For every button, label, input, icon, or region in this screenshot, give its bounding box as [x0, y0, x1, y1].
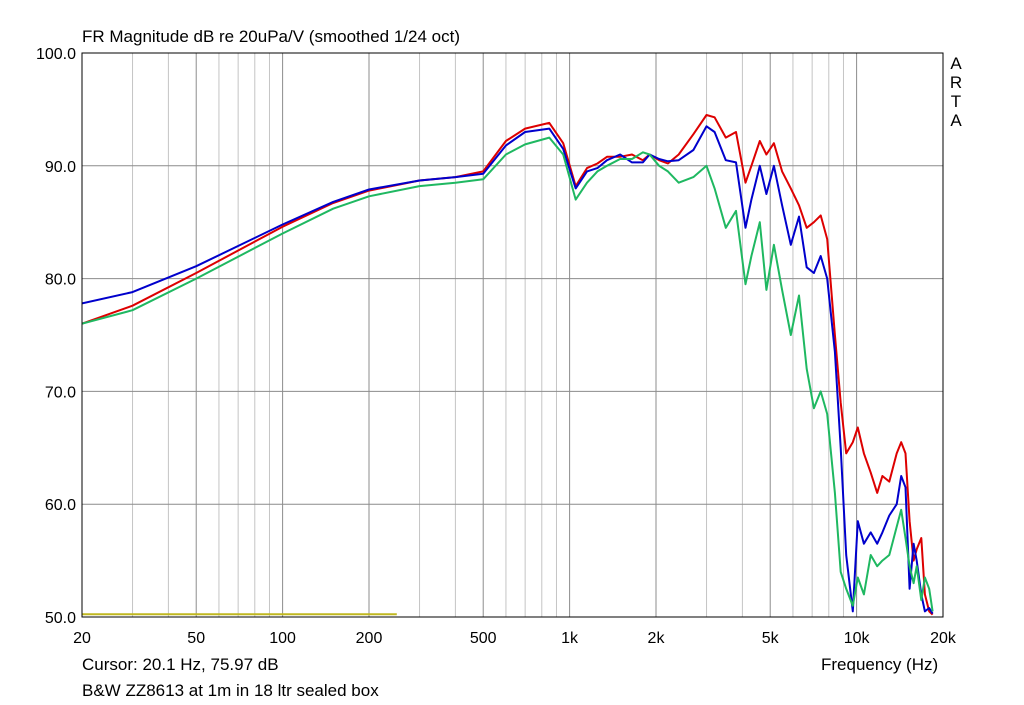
x-tick-label: 2k — [648, 630, 666, 647]
y-tick-label: 60.0 — [45, 497, 76, 514]
x-tick-label: 1k — [561, 630, 579, 647]
brand-letter-a1: A — [949, 54, 963, 74]
y-tick-labels: 50.0 60.0 70.0 80.0 90.0 100.0 — [36, 46, 76, 627]
x-tick-label: 50 — [187, 630, 205, 647]
series-line-3 — [82, 138, 933, 612]
y-tick-label: 70.0 — [45, 384, 76, 401]
y-tick-label: 90.0 — [45, 159, 76, 176]
x-tick-labels: 20 50 100 200 500 1k 2k 5k 10k 20k — [73, 630, 957, 647]
series-lines — [82, 115, 933, 615]
brand-letter-r: R — [949, 73, 963, 93]
x-tick-label: 10k — [844, 630, 871, 647]
y-tick-label: 100.0 — [36, 46, 76, 63]
x-tick-label: 200 — [356, 630, 383, 647]
x-tick-label: 500 — [470, 630, 497, 647]
x-tick-label: 5k — [762, 630, 780, 647]
chart-caption: B&W ZZ8613 at 1m in 18 ltr sealed box — [82, 681, 379, 701]
chart-title: FR Magnitude dB re 20uPa/V (smoothed 1/2… — [82, 27, 460, 47]
brand-letter-a2: A — [949, 111, 963, 131]
x-axis-label: Frequency (Hz) — [821, 655, 938, 675]
y-tick-label: 50.0 — [45, 610, 76, 627]
series-line-2 — [82, 126, 933, 613]
series-line-1 — [82, 115, 933, 615]
cursor-readout: Cursor: 20.1 Hz, 75.97 dB — [82, 655, 279, 675]
y-tick-label: 80.0 — [45, 272, 76, 289]
brand-letter-t: T — [949, 92, 963, 112]
x-tick-label: 20 — [73, 630, 91, 647]
x-tick-label: 100 — [269, 630, 296, 647]
x-tick-label: 20k — [930, 630, 957, 647]
